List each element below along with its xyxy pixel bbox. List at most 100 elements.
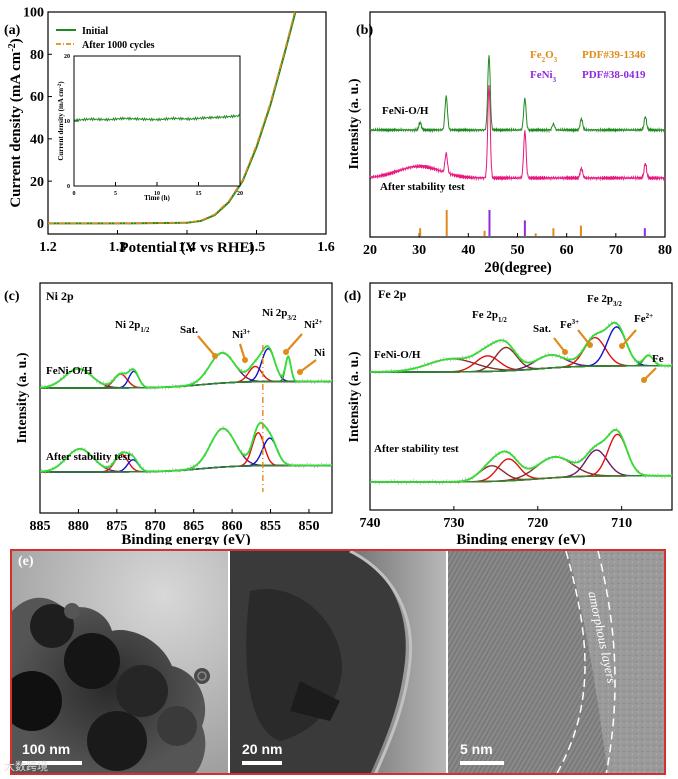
legend-after-label: After 1000 cycles (82, 40, 155, 51)
tem-image-3: 5 nm (448, 551, 664, 775)
b-xtick-label-3: 50 (511, 243, 525, 258)
d-xtick-label-2: 720 (527, 516, 548, 531)
panel-a-ylabel: Current density (mA cm-2) (7, 38, 25, 207)
label-fe2p32: Fe 2p3/2 (587, 293, 622, 308)
panel-d-title: Fe 2p (378, 287, 407, 301)
panel-b-ylabel: Intensity (a. u.) (347, 78, 362, 169)
panel-c-title: Ni 2p (46, 289, 74, 303)
b-xtick-label-1: 30 (412, 243, 426, 258)
d-arrow-head-1 (587, 342, 593, 348)
panel-c-label-fenioh: FeNi-O/H (46, 365, 93, 377)
fe2p12-sub: 1/2 (498, 316, 507, 324)
inset-xlabel: Time (h) (144, 194, 170, 202)
tem-image-1-art (12, 551, 228, 775)
inset-xtick-label-2: 10 (154, 191, 160, 197)
d-lines-comp-1-1 (370, 458, 672, 483)
b-pattern-0 (369, 55, 666, 134)
inset-xtick-label-0: 0 (73, 191, 76, 197)
panel-a-tag: (a) (4, 23, 21, 38)
panel-b-label-fenioh: FeNi-O/H (382, 105, 429, 117)
ni2p12-main: Ni 2p (115, 319, 140, 331)
panel-b-lines (369, 55, 666, 182)
ni2p12-sub: 1/2 (140, 326, 149, 334)
fe2-main: Fe (634, 313, 646, 325)
c-xtick-label-6: 855 (260, 519, 281, 534)
d-arrow-1 (577, 329, 591, 346)
b-xtick-label-2: 40 (461, 243, 475, 258)
c-xtick-label-2: 875 (106, 519, 127, 534)
c-xtick-label-4: 865 (183, 519, 204, 534)
d-arrow-head-3 (641, 377, 647, 383)
fe2o3-main2: O (545, 49, 554, 61)
watermark: 大数跨境 (4, 760, 48, 773)
inset-xtick-label-3: 15 (196, 191, 202, 197)
a-xtick-label-2: 1.4 (178, 240, 196, 255)
panel-c-arrows (197, 333, 317, 375)
panel-a-ylabel-main: Current density (mA cm (8, 51, 24, 207)
panel-c-axes (39, 282, 333, 514)
label-ni: Ni (314, 347, 325, 359)
label-fe3: Fe3+ (560, 318, 579, 331)
inset-ylabel-sup: -2 (58, 83, 63, 88)
panel-c: (c) Ni 2p 885 880 875 870 865 860 855 850 Bindi… (4, 282, 333, 545)
d-xtick-label-0: 740 (360, 516, 381, 531)
panel-b-reference-lines (419, 210, 646, 236)
panel-b-label-after: After stability test (380, 181, 465, 193)
inset-lines (73, 113, 241, 123)
panel-d-ylabel: Intensity (a. u.) (347, 351, 362, 442)
c-arrow-2 (285, 333, 303, 353)
a-xtick-label-1: 1.3 (109, 240, 127, 255)
panel-b: (b) 20 30 40 50 60 70 80 2θ(degree) Intensity … (347, 11, 672, 276)
fe2p32-main: Fe 2p (587, 293, 613, 305)
a-ytick-label-0: 0 (37, 217, 44, 232)
a-series-1 (48, 11, 296, 225)
panel-d-label-fenioh: FeNi-O/H (374, 349, 421, 361)
panel-b-ticks: 20 30 40 50 60 70 80 (363, 233, 672, 258)
c-lines-envelope-0 (40, 345, 332, 389)
inset-series (73, 113, 241, 123)
ni2p32-main: Ni 2p (262, 307, 287, 319)
d-arrow-head-2 (619, 343, 625, 349)
panel-b-tag: (b) (356, 23, 373, 38)
d-lines-envelope-0 (370, 321, 672, 373)
panel-c-ticks: 885 880 875 870 865 860 855 850 (30, 509, 319, 534)
panel-e-tag: (e) (18, 554, 34, 569)
scalebar-3 (460, 761, 504, 765)
scalebar-2-label: 20 nm (242, 741, 283, 757)
ni2-sup: 2+ (315, 318, 323, 326)
c-arrow-head-0 (212, 353, 218, 359)
fe2o3-sub2: 3 (554, 56, 558, 64)
panel-d-ticks: 740 730 720 710 (360, 506, 632, 531)
panel-d-axes (369, 282, 673, 511)
a-xtick-label-4: 1.6 (317, 240, 335, 255)
scalebar-2 (242, 761, 282, 765)
d-lines-baseline-0 (370, 365, 672, 373)
panel-a-xlabel: Potential (V vs RHE) (119, 240, 254, 256)
fe3-main: Fe (560, 319, 572, 331)
tem-image-3-art (448, 551, 664, 775)
fe2p12-main: Fe 2p (472, 309, 498, 321)
tem-image-2: 20 nm (230, 551, 446, 775)
c-arrow-head-3 (297, 369, 303, 375)
inset-xtick-label-4: 20 (237, 191, 243, 197)
b-xtick-label-6: 80 (658, 243, 672, 258)
panel-d-lines (369, 320, 673, 486)
d-xtick-label-3: 710 (611, 516, 632, 531)
fe2-sup: 2+ (646, 312, 654, 320)
c-arrow-0 (197, 335, 216, 357)
label-ni3: Ni3+ (232, 328, 251, 341)
tem-image-1: 100 nm (12, 551, 228, 775)
label-ni2p12: Ni 2p1/2 (115, 319, 150, 334)
panel-d-label-after: After stability test (374, 443, 459, 455)
legend-initial-label: Initial (82, 26, 108, 37)
label-fe2: Fe2+ (634, 312, 653, 325)
fe2o3-sub: 2 (542, 56, 546, 64)
legend-fe2o3: Fe2O3 (530, 49, 558, 64)
panel-d-xlabel: Binding energy (eV) (456, 532, 585, 545)
label-sat-fe: Sat. (533, 323, 551, 335)
a-xtick-label-3: 1.5 (248, 240, 266, 255)
c-arrow-head-2 (283, 349, 289, 355)
c-xtick-label-7: 850 (298, 519, 319, 534)
a-xtick-label-0: 1.2 (39, 240, 57, 255)
